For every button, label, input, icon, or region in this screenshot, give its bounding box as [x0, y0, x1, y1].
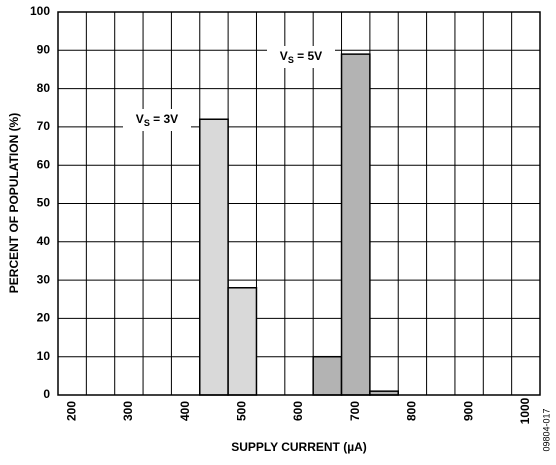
y-tick-label: 50 — [37, 196, 51, 210]
plot-frame — [57, 11, 541, 396]
y-tick-label: 30 — [37, 272, 51, 286]
series-label-rest: = 5V — [294, 49, 322, 63]
y-tick-label: 20 — [37, 311, 51, 325]
bar — [227, 287, 258, 396]
series-label-rest: = 3V — [150, 112, 178, 126]
x-tick-label: 700 — [348, 401, 362, 421]
y-tick-label: 0 — [43, 387, 50, 401]
series-label-main: V — [136, 112, 144, 126]
y-axis-label: PERCENT OF POPULATION (%) — [7, 113, 21, 293]
y-tick-label: 60 — [37, 157, 51, 171]
figure-id: 09804-017 — [541, 408, 551, 451]
bar — [312, 355, 343, 396]
bar — [340, 53, 371, 396]
x-tick-label: 1000 — [518, 397, 532, 424]
annotation-box — [123, 109, 191, 131]
x-tick-label: 800 — [405, 401, 419, 421]
y-tick-label: 90 — [37, 42, 51, 56]
x-tick-label: 200 — [64, 401, 78, 421]
series-label: VS = 5V — [280, 49, 322, 65]
y-tick-label: 40 — [37, 234, 51, 248]
series-label: VS = 3V — [136, 112, 178, 128]
annotation-box — [267, 46, 335, 68]
bar — [199, 118, 229, 396]
y-tick-label: 10 — [37, 349, 51, 363]
y-tick-label: 70 — [37, 119, 51, 133]
y-tick-label: 100 — [30, 4, 50, 18]
x-tick-label: 900 — [461, 401, 475, 421]
x-tick-label: 300 — [121, 401, 135, 421]
series-label-main: V — [280, 49, 288, 63]
x-tick-label: 500 — [234, 401, 248, 421]
x-tick-label: 400 — [178, 401, 192, 421]
series-label-sub: S — [288, 55, 294, 65]
x-axis-label: SUPPLY CURRENT (µA) — [231, 440, 367, 454]
series-label-sub: S — [144, 118, 150, 128]
y-tick-label: 80 — [37, 81, 51, 95]
x-tick-label: 600 — [291, 401, 305, 421]
